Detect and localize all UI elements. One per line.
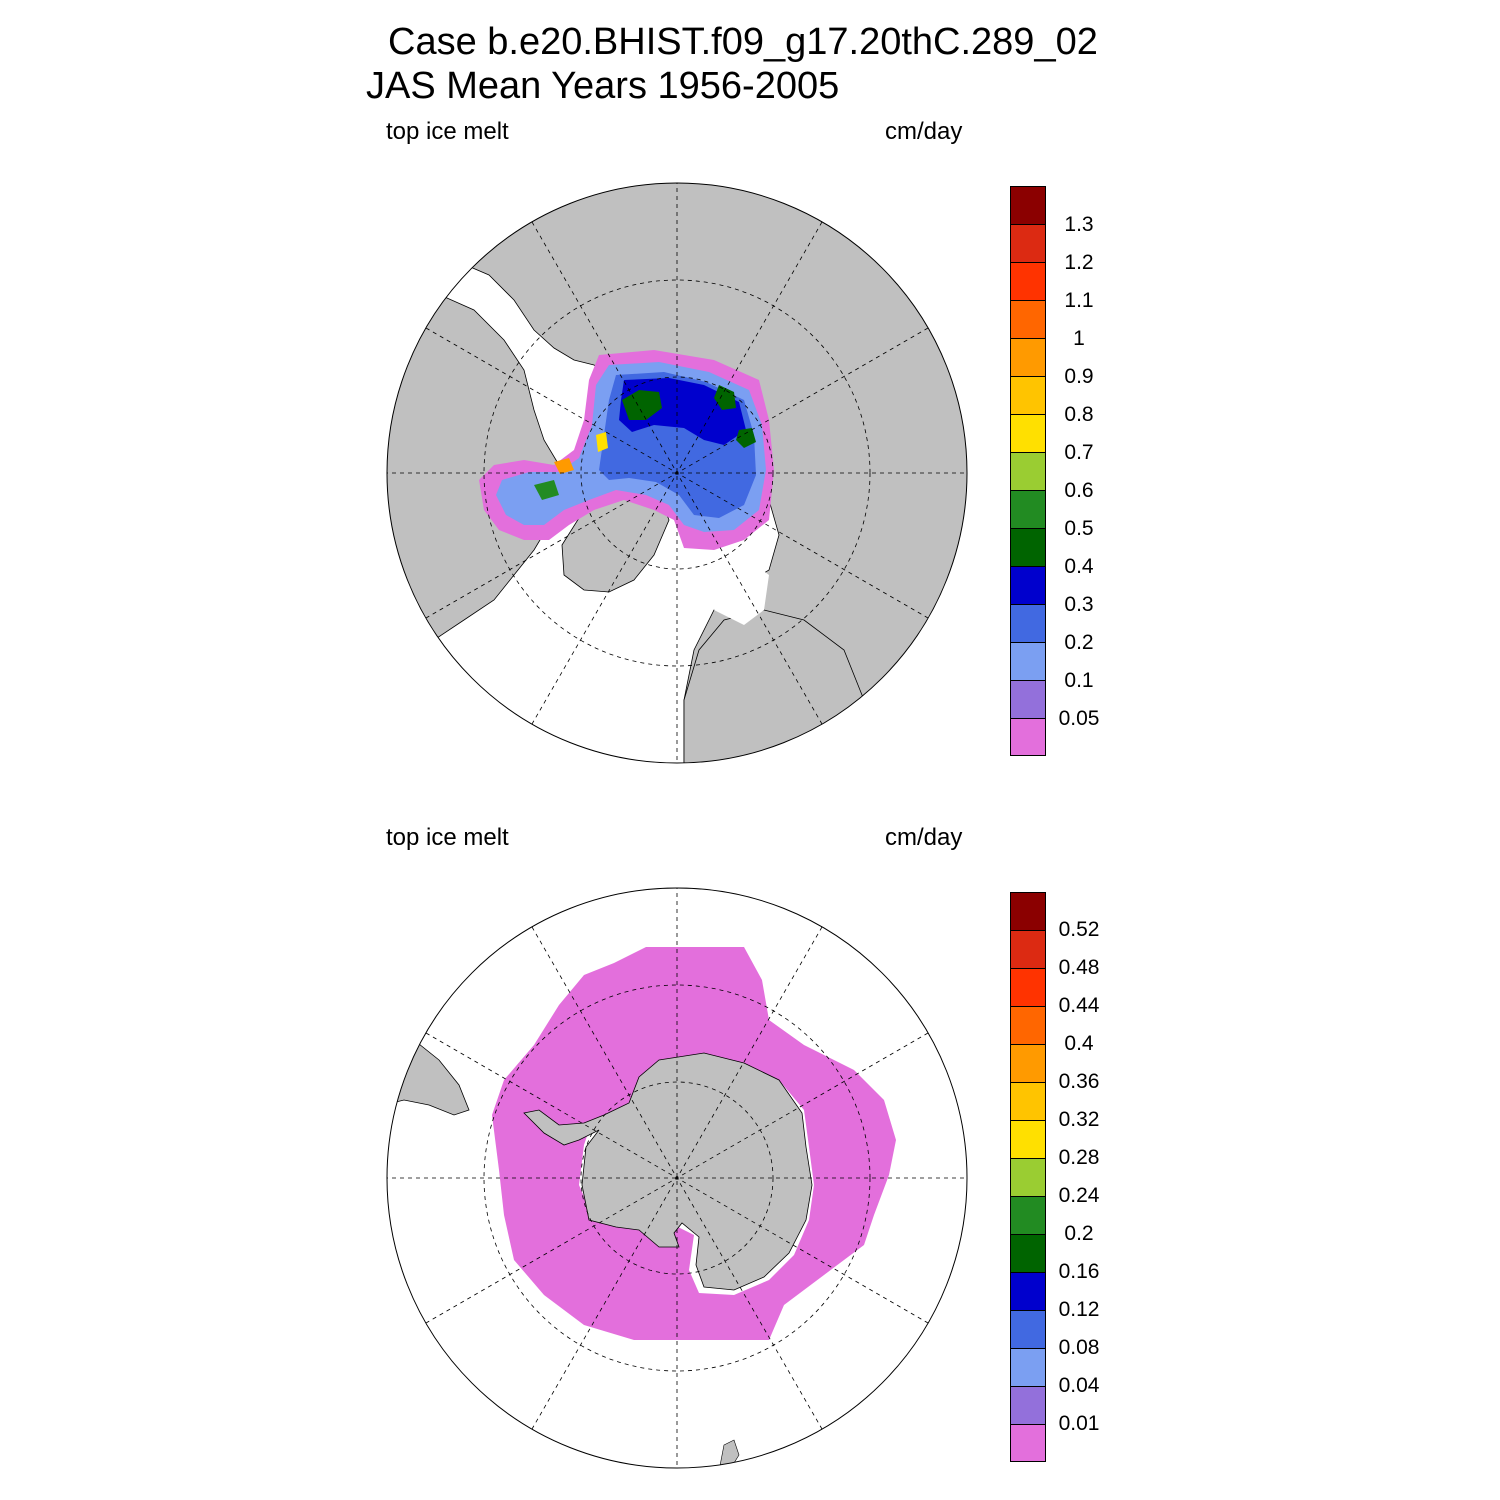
north-landmass-scandinavia: [714, 560, 769, 625]
south-variable-label: top ice melt: [386, 824, 509, 851]
south-colorbar-tick: 0.44: [1058, 994, 1100, 1017]
north-colorbar-tick: 0.05: [1058, 707, 1100, 730]
south-colorbar-tick: 0.4: [1064, 1032, 1094, 1055]
south-colorbar-tick: 0.28: [1058, 1146, 1100, 1169]
north-colorbar-tick: 0.2: [1064, 631, 1094, 654]
south-units-label: cm/day: [885, 824, 963, 851]
north-colorbar-segment: [1010, 528, 1046, 567]
north-colorbar-segment: [1010, 262, 1046, 301]
north-ice-field-yellow: [596, 432, 608, 452]
plot-title-case: Case b.e20.BHIST.f09_g17.20thC.289_02: [388, 21, 1098, 63]
south-colorbar-segment: [1010, 1082, 1046, 1121]
north-colorbar-segment: [1010, 376, 1046, 415]
north-colorbar-segment: [1010, 490, 1046, 529]
south-colorbar-segment: [1010, 1272, 1046, 1311]
north-colorbar-segment: [1010, 300, 1046, 339]
south-ice-ring: [492, 947, 896, 1340]
south-colorbar-segment: [1010, 1234, 1046, 1273]
south-colorbar-segment: [1010, 930, 1046, 969]
south-colorbar-segment: [1010, 1348, 1046, 1387]
north-colorbar-segment: [1010, 718, 1046, 756]
south-colorbar-tick: 0.36: [1058, 1070, 1100, 1093]
north-ice-field-darkgreen-a: [622, 390, 662, 420]
north-colorbar-segment: [1010, 452, 1046, 491]
south-colorbar-segment: [1010, 968, 1046, 1007]
south-colorbar-tick: 0.16: [1058, 1260, 1100, 1283]
north-colorbar-tick: 0.6: [1064, 479, 1094, 502]
north-colorbar-segment: [1010, 604, 1046, 643]
north-variable-label: top ice melt: [386, 118, 509, 145]
south-colorbar-segment: [1010, 892, 1046, 931]
south-colorbar-segment: [1010, 1044, 1046, 1083]
south-colorbar-tick: 0.12: [1058, 1298, 1100, 1321]
south-colorbar-tick: 0.52: [1058, 918, 1100, 941]
north-polar-map: [386, 182, 968, 764]
north-colorbar-tick: 0.5: [1064, 517, 1094, 540]
north-ice-field-orange: [554, 458, 574, 474]
south-colorbar-tick: 0.32: [1058, 1108, 1100, 1131]
south-colorbar-tick: 0.04: [1058, 1374, 1100, 1397]
south-colorbar-tick: 0.24: [1058, 1184, 1100, 1207]
north-ice-field-darkgreen-c: [736, 428, 756, 448]
north-colorbar-tick: 1: [1073, 327, 1085, 350]
plot-title-period: JAS Mean Years 1956-2005: [366, 65, 840, 107]
north-colorbar-tick: 0.3: [1064, 593, 1094, 616]
south-colorbar-tick: 0.2: [1064, 1222, 1094, 1245]
south-landmass-antarctica: [523, 1052, 813, 1291]
south-colorbar: [1010, 892, 1046, 1462]
north-colorbar-tick: 1.2: [1064, 251, 1094, 274]
south-polar-map: [386, 887, 968, 1469]
south-colorbar-tick: 0.48: [1058, 956, 1100, 979]
north-colorbar-tick: 1.1: [1064, 289, 1094, 312]
north-colorbar-tick: 0.7: [1064, 441, 1094, 464]
north-colorbar-segment: [1010, 566, 1046, 605]
south-colorbar-tick: 0.01: [1058, 1412, 1100, 1435]
north-colorbar-segment: [1010, 414, 1046, 453]
south-colorbar-segment: [1010, 1196, 1046, 1235]
north-colorbar-tick: 1.3: [1064, 213, 1094, 236]
north-colorbar-segment: [1010, 224, 1046, 263]
north-ice-field-green: [534, 480, 559, 500]
south-colorbar-segment: [1010, 1158, 1046, 1197]
north-colorbar-tick: 0.4: [1064, 555, 1094, 578]
north-colorbar-tick: 0.8: [1064, 403, 1094, 426]
north-colorbar-tick: 0.1: [1064, 669, 1094, 692]
north-colorbar: [1010, 186, 1046, 756]
north-colorbar-segment: [1010, 642, 1046, 681]
south-colorbar-segment: [1010, 1386, 1046, 1425]
north-units-label: cm/day: [885, 118, 963, 145]
south-colorbar-segment: [1010, 1310, 1046, 1349]
north-colorbar-segment: [1010, 680, 1046, 719]
north-colorbar-segment: [1010, 186, 1046, 225]
south-colorbar-segment: [1010, 1120, 1046, 1159]
south-colorbar-tick: 0.08: [1058, 1336, 1100, 1359]
north-ice-field-darkgreen-b: [714, 385, 736, 410]
south-colorbar-segment: [1010, 1424, 1046, 1462]
north-colorbar-tick: 0.9: [1064, 365, 1094, 388]
south-colorbar-segment: [1010, 1006, 1046, 1045]
north-colorbar-segment: [1010, 338, 1046, 377]
